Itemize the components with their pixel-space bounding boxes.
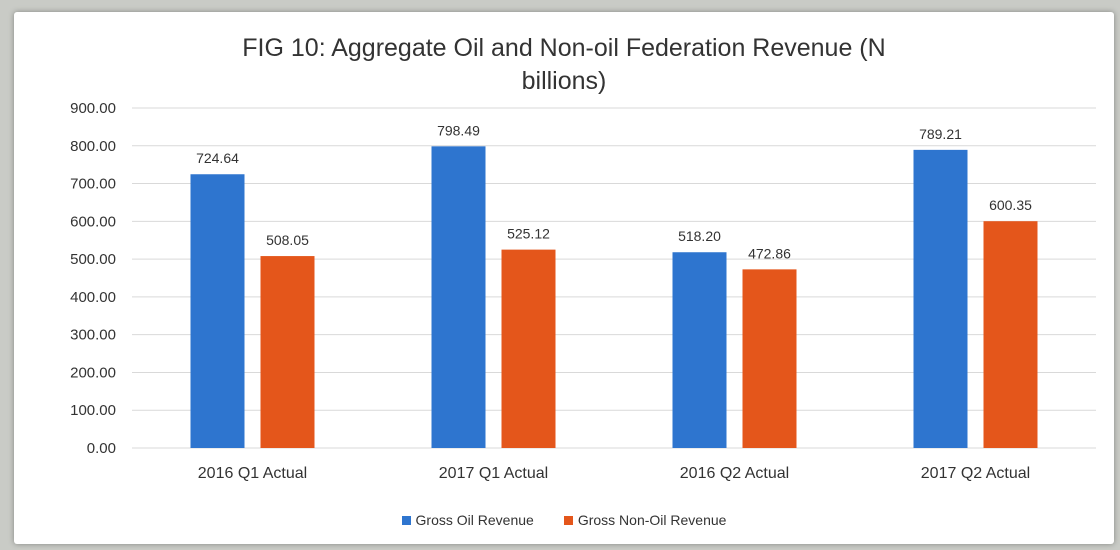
y-tick-label: 0.00 xyxy=(87,440,116,457)
y-tick-label: 500.00 xyxy=(70,251,116,268)
y-tick-label: 600.00 xyxy=(70,213,116,230)
chart-title: FIG 10: Aggregate Oil and Non-oil Federa… xyxy=(14,32,1114,98)
x-tick-label: 2017 Q2 Actual xyxy=(921,465,1030,482)
legend: Gross Oil Revenue Gross Non-Oil Revenue xyxy=(14,512,1114,528)
data-label: 472.86 xyxy=(748,245,791,261)
data-label: 798.49 xyxy=(437,122,480,138)
y-tick-label: 300.00 xyxy=(70,327,116,344)
y-tick-label: 700.00 xyxy=(70,176,116,193)
data-label: 508.05 xyxy=(266,232,309,248)
bar xyxy=(742,269,797,448)
bar xyxy=(190,174,245,448)
y-tick-label: 200.00 xyxy=(70,364,116,381)
data-label: 600.35 xyxy=(989,197,1032,213)
y-tick-label: 100.00 xyxy=(70,402,116,419)
y-tick-label: 800.00 xyxy=(70,138,116,155)
bar-chart: 0.00 100.00 200.00 300.00 400.00 500.00 600.00… xyxy=(70,100,1096,482)
x-tick-label: 2016 Q2 Actual xyxy=(680,465,789,482)
y-tick-label: 900.00 xyxy=(70,100,116,117)
legend-label-oil: Gross Oil Revenue xyxy=(415,512,534,528)
y-tick-label: 400.00 xyxy=(70,289,116,306)
chart-frame: FIG 10: Aggregate Oil and Non-oil Federa… xyxy=(14,12,1114,544)
chart-title-line-1: FIG 10: Aggregate Oil and Non-oil Federa… xyxy=(242,34,886,62)
bar xyxy=(672,252,727,448)
legend-swatch-oil xyxy=(401,515,411,525)
x-tick-label: 2016 Q1 Actual xyxy=(198,465,307,482)
data-label: 518.20 xyxy=(678,228,721,244)
legend-item-non-oil: Gross Non-Oil Revenue xyxy=(563,512,727,528)
bar xyxy=(983,221,1038,448)
bar xyxy=(431,146,486,449)
bar xyxy=(260,256,315,448)
legend-label-non-oil: Gross Non-Oil Revenue xyxy=(577,512,727,528)
x-tick-label: 2017 Q1 Actual xyxy=(439,465,548,482)
chart-title-line-2: billions) xyxy=(521,67,607,95)
data-label: 724.64 xyxy=(196,150,239,166)
data-label: 525.12 xyxy=(507,226,550,242)
legend-item-oil: Gross Oil Revenue xyxy=(401,512,534,528)
data-label: 789.21 xyxy=(919,126,962,142)
bar xyxy=(501,249,556,448)
bar xyxy=(913,149,968,448)
legend-swatch-non-oil xyxy=(563,515,573,525)
